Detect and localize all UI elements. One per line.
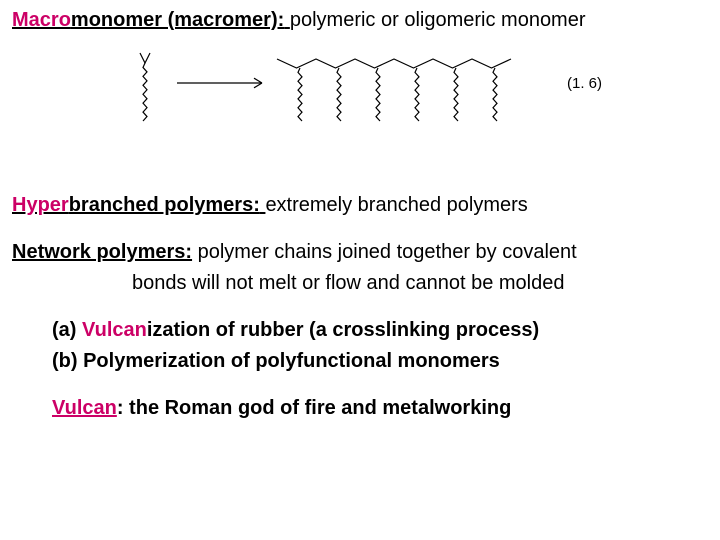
network-line-2: bonds will not melt or flow and cannot b… xyxy=(12,271,708,296)
hyper-line: Hyperbranched polymers: extremely branch… xyxy=(12,193,708,218)
title-term-prefix: Macro xyxy=(12,9,71,31)
title-line: Macromonomer (macromer): polymeric or ol… xyxy=(12,8,708,33)
network-desc1: polymer chains joined together by covale… xyxy=(192,241,577,263)
item-a-prefix: (a) xyxy=(52,319,82,341)
vulcan-hi: Vulcan xyxy=(52,397,117,419)
title-term-rest: monomer (macromer): xyxy=(71,9,284,31)
diagram-svg: (1. 6) xyxy=(12,43,632,143)
hyper-desc: extremely branched polymers xyxy=(265,194,527,216)
item-a-hi: Vulcan xyxy=(82,319,147,341)
title-desc: polymeric or oligomeric monomer xyxy=(290,9,586,31)
item-b-text: (b) Polymerization of polyfunctional mon… xyxy=(52,350,500,372)
vulcan-line: Vulcan: the Roman god of fire and metalw… xyxy=(12,396,708,421)
hyper-term-prefix: Hyper xyxy=(12,194,69,216)
hyper-term-rest: branched polymers: xyxy=(69,194,260,216)
hyper-term: Hyperbranched polymers: xyxy=(12,194,265,216)
network-term: Network polymers: xyxy=(12,241,192,263)
network-line-1: Network polymers: polymer chains joined … xyxy=(12,240,708,265)
macromonomer-diagram: (1. 6) xyxy=(12,43,708,143)
title-term: Macromonomer (macromer): xyxy=(12,9,290,31)
item-a: (a) Vulcanization of rubber (a crosslink… xyxy=(12,318,708,343)
network-desc2: bonds will not melt or flow and cannot b… xyxy=(132,272,564,294)
item-b: (b) Polymerization of polyfunctional mon… xyxy=(12,349,708,374)
vulcan-rest: : the Roman god of fire and metalworking xyxy=(117,397,511,419)
item-a-rest: ization of rubber (a crosslinking proces… xyxy=(147,319,539,341)
equation-label: (1. 6) xyxy=(567,75,602,92)
